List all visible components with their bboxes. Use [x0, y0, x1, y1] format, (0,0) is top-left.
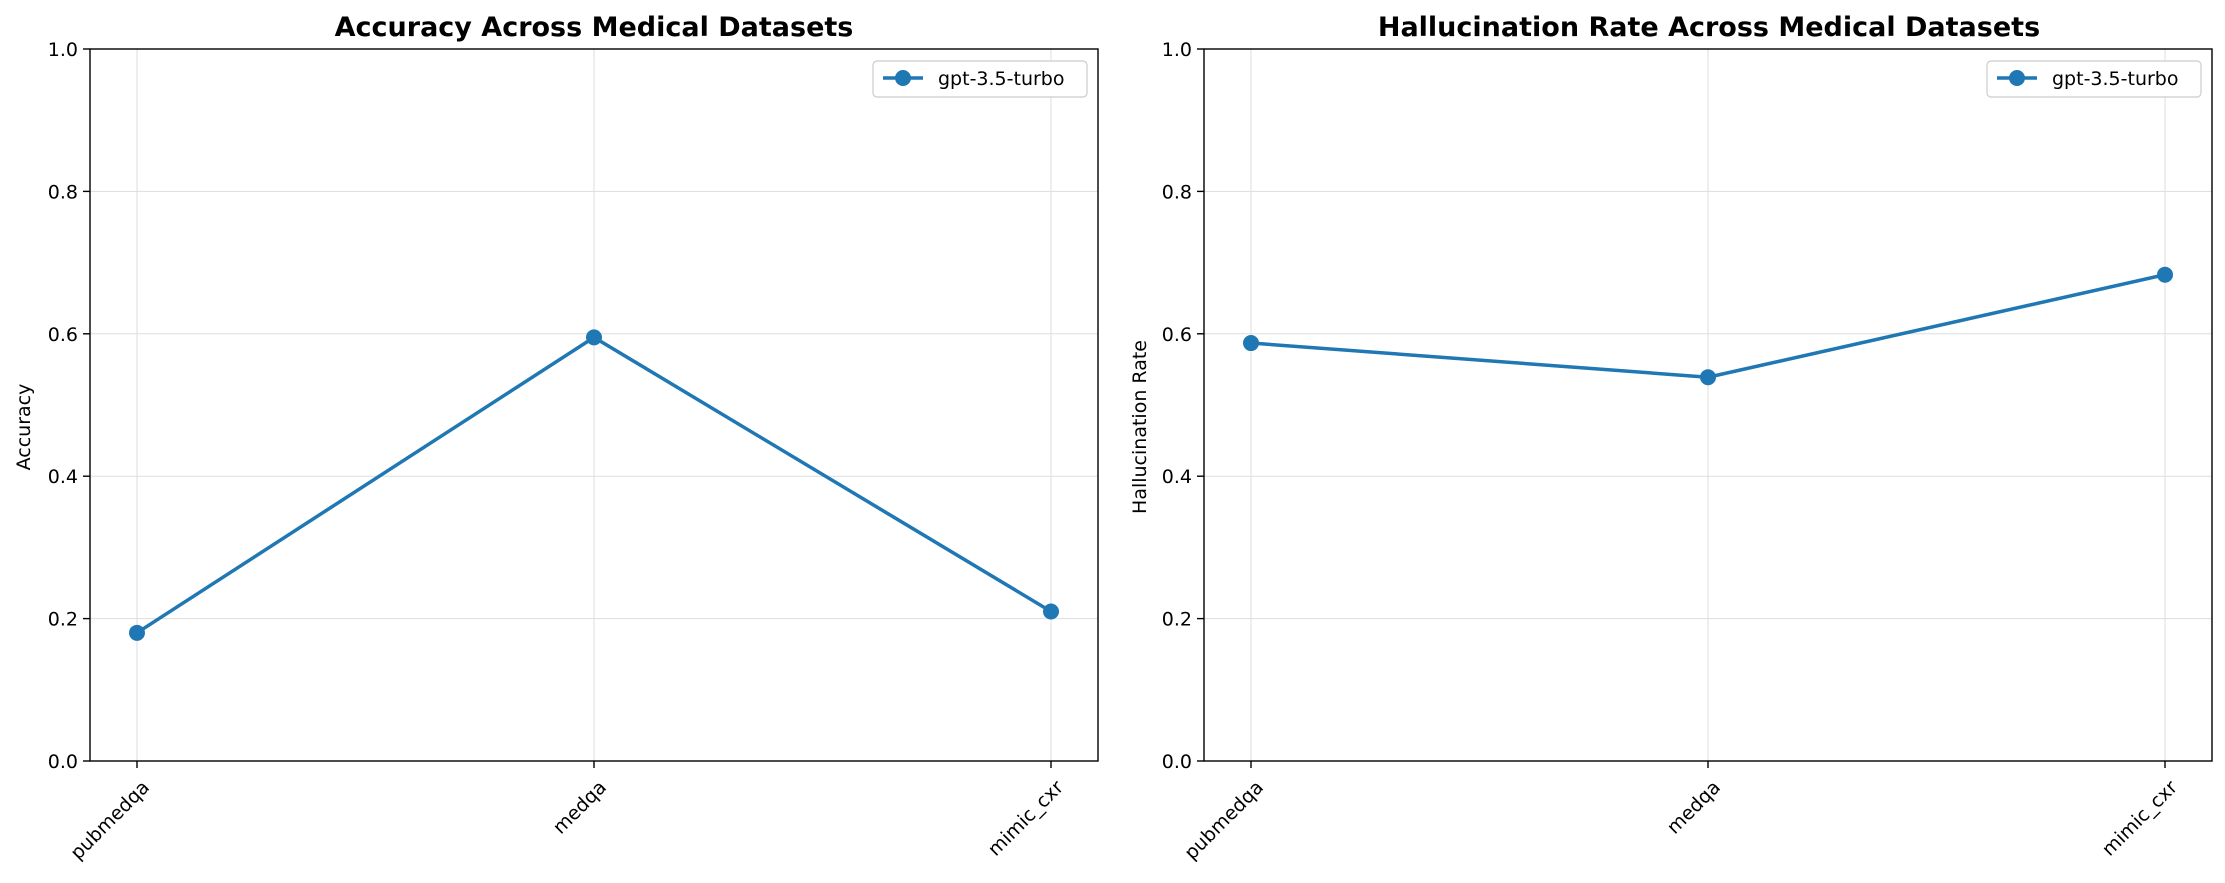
x-tick-label: mimic_cxr [984, 776, 1068, 860]
chart-title: Hallucination Rate Across Medical Datase… [1378, 12, 2040, 43]
data-point [1700, 369, 1716, 386]
y-tick-label: 1.0 [48, 39, 78, 61]
series-layer [1243, 266, 2173, 386]
plot-frame [89, 48, 1099, 762]
y-tick-label: 0.0 [1162, 751, 1192, 773]
axis-ticks: 0.0 0.2 0.4 0.6 0.8 1.0 pubmedqa medqa mimic_cxr [48, 39, 1068, 864]
accuracy-chart: Accuracy Across Medical Datasets Accurac… [13, 12, 1099, 864]
data-point [129, 624, 145, 641]
x-tick-label: pubmedqa [1180, 776, 1268, 864]
y-tick-label: 0.6 [1162, 324, 1192, 346]
y-axis-label: Accuracy [13, 384, 35, 471]
legend-label: gpt-3.5-turbo [2052, 68, 2179, 90]
y-tick-label: 0.4 [48, 466, 78, 488]
y-tick-label: 0.2 [1162, 609, 1192, 631]
legend-box [872, 60, 1088, 98]
hallucination-rate-chart: Hallucination Rate Across Medical Datase… [1129, 12, 2213, 864]
data-point [1043, 603, 1059, 620]
legend-box [1986, 60, 2202, 98]
y-tick-label: 1.0 [1162, 39, 1192, 61]
axis-ticks: 0.0 0.2 0.4 0.6 0.8 1.0 pubmedqa medqa mimic_cxr [1162, 39, 2182, 864]
y-axis-label: Hallucination Rate [1129, 340, 1151, 514]
legend-marker [895, 70, 911, 86]
grid [90, 48, 1098, 762]
grid [1204, 48, 2212, 762]
x-tick-label: pubmedqa [66, 776, 154, 864]
data-point [1243, 335, 1259, 352]
y-tick-label: 0.6 [48, 324, 78, 346]
y-tick-label: 0.8 [48, 181, 78, 203]
y-tick-label: 0.0 [48, 751, 78, 773]
legend: gpt-3.5-turbo [872, 60, 1088, 98]
data-point [586, 329, 602, 346]
legend: gpt-3.5-turbo [1986, 60, 2202, 98]
x-tick-label: medqa [1663, 776, 1725, 838]
y-tick-label: 0.8 [1162, 181, 1192, 203]
legend-marker [2009, 70, 2025, 86]
x-tick-label: mimic_cxr [2098, 776, 2182, 860]
data-point [2157, 266, 2173, 283]
series-layer [129, 329, 1059, 641]
y-tick-label: 0.4 [1162, 466, 1192, 488]
x-tick-label: medqa [549, 776, 611, 838]
plot-frame [1203, 48, 2213, 762]
chart-title: Accuracy Across Medical Datasets [335, 12, 854, 43]
y-tick-label: 0.2 [48, 609, 78, 631]
legend-label: gpt-3.5-turbo [938, 68, 1065, 90]
